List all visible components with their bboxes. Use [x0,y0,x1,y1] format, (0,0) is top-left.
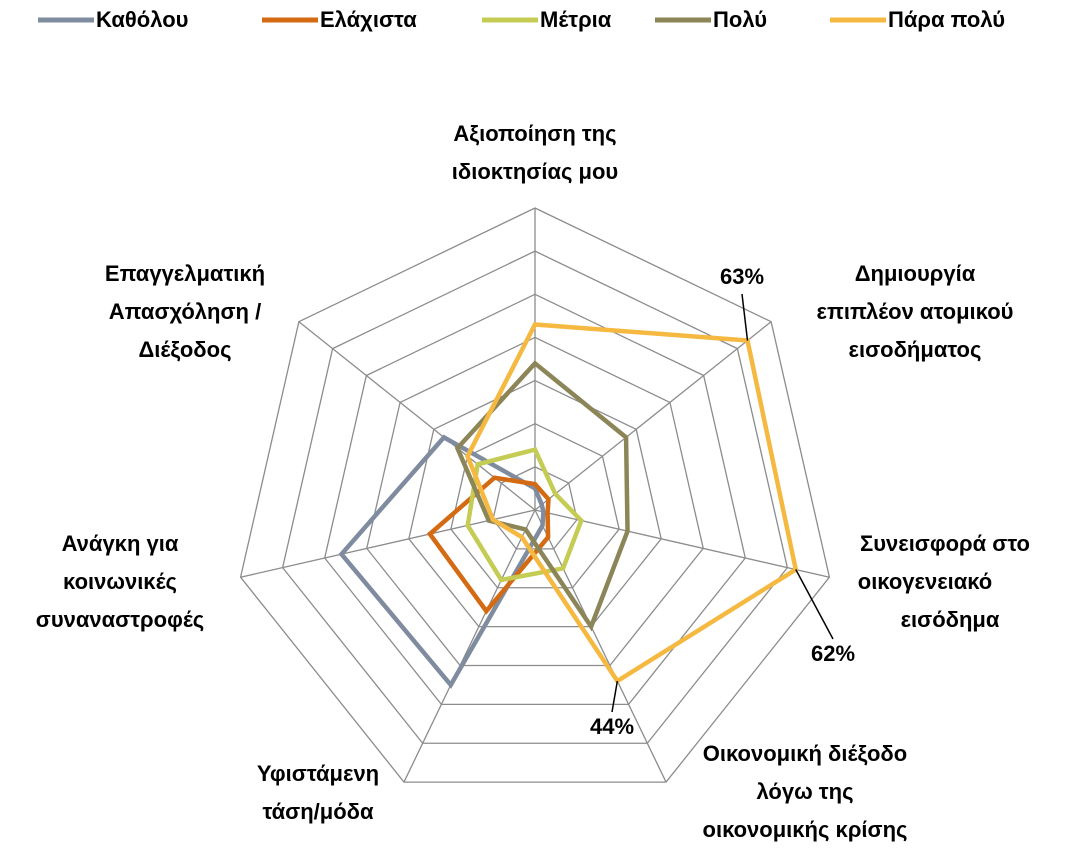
axis-label: οικονομικής κρίσης [703,817,908,842]
leader-line [611,680,619,713]
legend-label: Πάρα πολύ [888,7,1005,32]
data-label: 62% [811,641,855,666]
axis-label: επιπλέον ατομικού [817,299,1014,324]
axis-label: Αξιοποίηση της [453,121,616,146]
axis-label: Συνεισφορά στο [860,531,1030,556]
axis-label: Ανάγκη για [62,531,179,556]
grid-ring [408,379,662,628]
series-line [338,434,546,689]
axis-label: Απασχόληση / [109,299,261,324]
data-label: 63% [720,264,764,289]
axis-label: Υφιστάμενη [257,761,379,786]
axis-label: λόγω της [756,779,853,804]
spoke [534,321,772,511]
series-line [426,475,551,615]
legend-label: Καθόλου [96,7,188,32]
axis-label: Οικονομική διέξοδο [703,741,907,766]
grid-ring [323,293,747,706]
legend-label: Ελάχιστα [320,7,417,32]
series-line [465,322,799,685]
axis-label: τάση/μόδα [262,799,374,824]
axis-label: συναναστροφές [36,607,204,632]
axis-label: Δημιουργία [855,261,976,286]
grid-ring [492,466,578,550]
legend-label: Μέτρια [540,7,612,32]
grid-ring [366,336,704,667]
series-line [454,360,630,632]
spoke [240,509,536,578]
spoke [534,509,667,783]
axis-label: εισοδήματος [849,337,982,362]
axis-label: εισόδημα [901,607,1000,632]
axis-label: Διέξοδος [138,337,231,362]
legend-label: Πολύ [713,7,767,32]
axis-label: Επαγγελματική [105,261,265,286]
data-label: 44% [590,714,634,739]
axis-label: ιδιοκτησίας μου [452,159,618,184]
spoke [298,321,536,511]
leader-line [741,293,749,341]
axis-label: κοινωνικές [63,569,177,594]
grid-ring [239,207,831,783]
spoke [534,509,830,578]
axis-label: οικογενειακό [858,569,993,594]
leader-line [795,569,834,640]
grid-ring [281,250,789,744]
spoke [403,509,536,783]
